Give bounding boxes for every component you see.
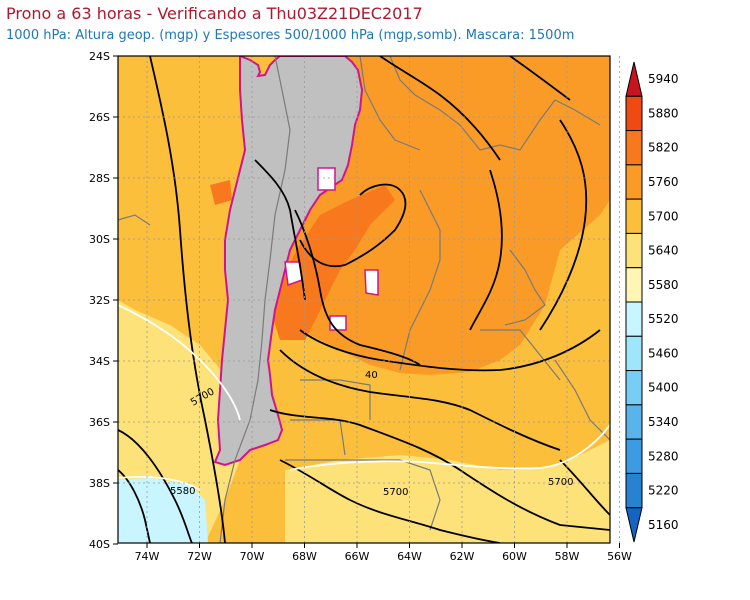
lon-tick-label: 56W xyxy=(607,550,632,563)
lon-tick-label: 60W xyxy=(502,550,527,563)
thickness-field-5820-small xyxy=(210,180,232,205)
colorbar-swatch xyxy=(625,61,643,97)
colorbar-label: 5220 xyxy=(648,484,679,498)
thickness-field-5760 xyxy=(285,56,610,375)
colorbar-swatch xyxy=(625,335,643,372)
lat-tick-label: 24S xyxy=(89,50,110,63)
thickness-field-5820 xyxy=(272,185,395,340)
lon-tick-label: 64W xyxy=(397,550,422,563)
contour-label-40: 40 xyxy=(365,370,378,381)
thickness-field-5640-south xyxy=(285,440,610,543)
lon-tick-label: 74W xyxy=(135,550,160,563)
lat-tick-label: 38S xyxy=(89,477,110,490)
lon-tick-label: 70W xyxy=(240,550,265,563)
lat-tick-label: 40S xyxy=(89,538,110,551)
colorbar-swatch xyxy=(625,404,643,440)
colorbar-swatch xyxy=(625,301,643,337)
colorbar-label: 5940 xyxy=(648,72,679,86)
colorbar-label: 5460 xyxy=(648,346,679,360)
lat-tick-label: 30S xyxy=(89,233,110,246)
colorbar: 5940 5880 5820 5760 5700 5640 5580 5520 5460 5400… xyxy=(625,61,679,543)
colorbar-label: 5760 xyxy=(648,175,679,189)
map-plot-area xyxy=(118,56,610,543)
contour-label-5580: 5580 xyxy=(170,486,195,497)
lat-tick-label: 26S xyxy=(89,111,110,124)
colorbar-swatch xyxy=(625,95,643,132)
lon-tick-label: 58W xyxy=(555,550,580,563)
colorbar-swatch xyxy=(625,472,643,509)
map-gridlines xyxy=(118,56,620,543)
lat-tick-label: 28S xyxy=(89,172,110,185)
colorbar-swatch xyxy=(625,164,643,200)
mask-island xyxy=(329,315,347,331)
lat-tick-label: 32S xyxy=(89,294,110,307)
colorbar-swatch xyxy=(625,370,643,406)
colorbar-label: 5700 xyxy=(648,209,679,223)
lon-tick-label: 66W xyxy=(345,550,370,563)
colorbar-swatch xyxy=(625,267,643,303)
colorbar-swatch xyxy=(625,438,643,474)
colorbar-label: 5640 xyxy=(648,244,679,258)
colorbar-label: 5820 xyxy=(648,141,679,155)
colorbar-label: 5340 xyxy=(648,415,679,429)
lon-tick-label: 72W xyxy=(187,550,212,563)
latitude-axis: 24S 26S 28S 30S 32S 34S 36S 38S 40S xyxy=(89,50,118,551)
map-subtitle: 1000 hPa: Altura geop. (mgp) y Espesores… xyxy=(6,28,575,43)
colorbar-label: 5580 xyxy=(648,278,679,292)
mask-island xyxy=(364,269,379,296)
lat-tick-label: 34S xyxy=(89,355,110,368)
mask-island xyxy=(317,167,336,191)
colorbar-label: 5880 xyxy=(648,106,679,120)
contour-label-5700-east: 5700 xyxy=(548,477,573,488)
lat-tick-label: 36S xyxy=(89,416,110,429)
colorbar-swatch xyxy=(625,198,643,234)
colorbar-label: 5160 xyxy=(648,518,679,532)
colorbar-swatch xyxy=(625,232,643,269)
map-title: Prono a 63 horas - Verificando a Thu03Z2… xyxy=(6,4,423,23)
colorbar-label: 5280 xyxy=(648,449,679,463)
contour-label-5700-south: 5700 xyxy=(383,487,408,498)
colorbar-swatch xyxy=(625,507,643,543)
lon-tick-label: 62W xyxy=(450,550,475,563)
colorbar-swatch xyxy=(625,130,643,166)
longitude-axis: 74W 72W 70W 68W 66W 64W 62W 60W 58W 56W xyxy=(135,543,632,563)
thickness-contours xyxy=(118,304,610,491)
lon-tick-label: 68W xyxy=(292,550,317,563)
colorbar-label: 5400 xyxy=(648,381,679,395)
colorbar-label: 5520 xyxy=(648,312,679,326)
geopotential-contours xyxy=(118,56,610,543)
